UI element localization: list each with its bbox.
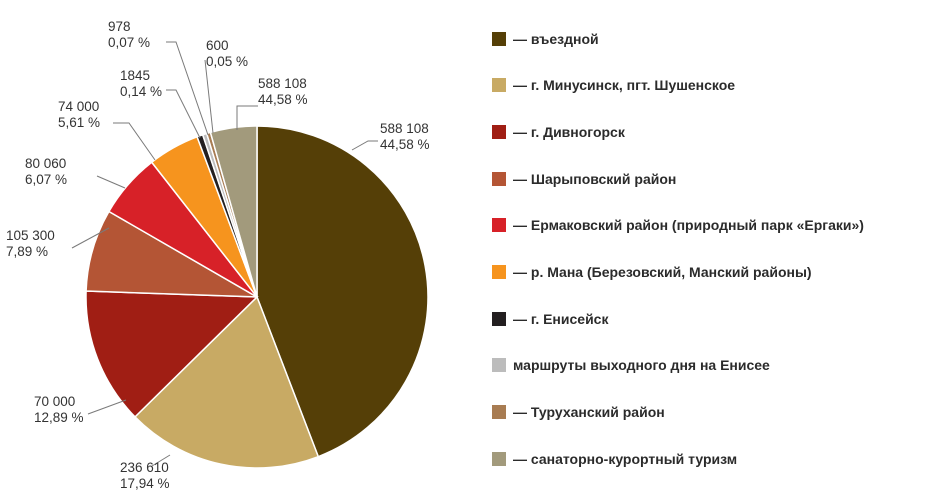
legend-item: — санаторно-курортный туризм xyxy=(492,447,924,470)
legend-swatch xyxy=(492,171,506,186)
legend-item: — Шарыповский район xyxy=(492,167,924,190)
legend-label: — г. Енисейск xyxy=(513,310,609,327)
legend-item: — г. Минусинск, пгт. Шушенское xyxy=(492,74,924,97)
legend-swatch xyxy=(492,405,506,419)
pie-slice xyxy=(85,290,259,418)
slice-value-label: 600 xyxy=(206,38,229,53)
legend-label: — въездной xyxy=(513,30,599,47)
leader-line xyxy=(113,122,156,161)
legend-item: — въездной xyxy=(492,27,924,50)
slice-percent-label: 6,07 % xyxy=(25,172,67,187)
slice-percent-label: 0,05 % xyxy=(206,54,248,69)
legend-swatch xyxy=(492,124,506,139)
legend-swatch xyxy=(492,311,506,326)
slice-percent-label: 17,94 % xyxy=(120,476,170,491)
slice-value-label: 588 108 xyxy=(258,76,307,91)
legend-label: — Шарыповский район xyxy=(513,170,677,187)
slice-percent-label: 5,61 % xyxy=(58,115,100,130)
legend-item: — г. Дивногорск xyxy=(492,120,924,143)
legend-item: — Туруханский район xyxy=(492,401,924,424)
pie-slice xyxy=(209,125,258,298)
leader-line xyxy=(351,140,378,151)
legend-swatch xyxy=(492,264,506,279)
slice-value-label: 236 610 xyxy=(120,460,169,475)
slice-value-label: 70 000 xyxy=(34,394,75,409)
legend-label: — р. Мана (Березовский, Манский районы) xyxy=(513,263,812,280)
legend-swatch xyxy=(492,451,506,466)
slice-percent-label: 0,07 % xyxy=(108,35,150,50)
slice-percent-label: 12,89 % xyxy=(34,410,84,425)
legend-item: — Ермаковский район (природный парк «Ерг… xyxy=(492,214,924,237)
legend-label: — санаторно-курортный туризм xyxy=(513,450,738,467)
legend-label: маршруты выходного дня на Енисее xyxy=(513,357,770,374)
legend-item: — г. Енисейск xyxy=(492,307,924,330)
slice-percent-label: 7,89 % xyxy=(6,244,48,259)
legend-item: маршруты выходного дня на Енисее xyxy=(492,354,924,377)
legend-label: — Туруханский район xyxy=(513,404,665,420)
slice-percent-label: 44,58 % xyxy=(258,92,308,107)
legend-label: — г. Дивногорск xyxy=(513,123,625,140)
leader-line xyxy=(166,41,209,136)
leader-line xyxy=(204,59,214,134)
slice-value-label: 588 108 xyxy=(380,121,429,136)
leader-line xyxy=(166,89,201,139)
pie-slice xyxy=(256,125,429,458)
leader-line xyxy=(236,105,258,130)
legend-swatch xyxy=(492,358,506,373)
legend: — въездной — г. Минусинск, пгт. Шушенское… xyxy=(492,27,924,494)
slice-percent-label: 0,14 % xyxy=(120,84,162,99)
slice-value-label: 74 000 xyxy=(58,99,99,114)
slice-percent-label: 44,58 % xyxy=(380,137,430,152)
legend-swatch xyxy=(492,31,506,46)
leader-line xyxy=(71,227,110,249)
slice-value-label: 105 300 xyxy=(6,228,55,243)
legend-swatch xyxy=(492,218,506,233)
leader-line xyxy=(87,399,127,415)
legend-item: — р. Мана (Березовский, Манский районы) xyxy=(492,260,924,283)
legend-label: — Ермаковский район (природный парк «Ерг… xyxy=(513,217,864,234)
slice-value-label: 1845 xyxy=(120,68,150,83)
leader-line xyxy=(151,454,171,467)
legend-label: — г. Минусинск, пгт. Шушенское xyxy=(513,77,736,94)
slice-value-label: 80 060 xyxy=(25,156,66,171)
slice-value-label: 978 xyxy=(108,19,131,34)
pie-slice xyxy=(133,295,320,469)
legend-swatch xyxy=(492,78,506,93)
leader-line xyxy=(96,175,126,189)
